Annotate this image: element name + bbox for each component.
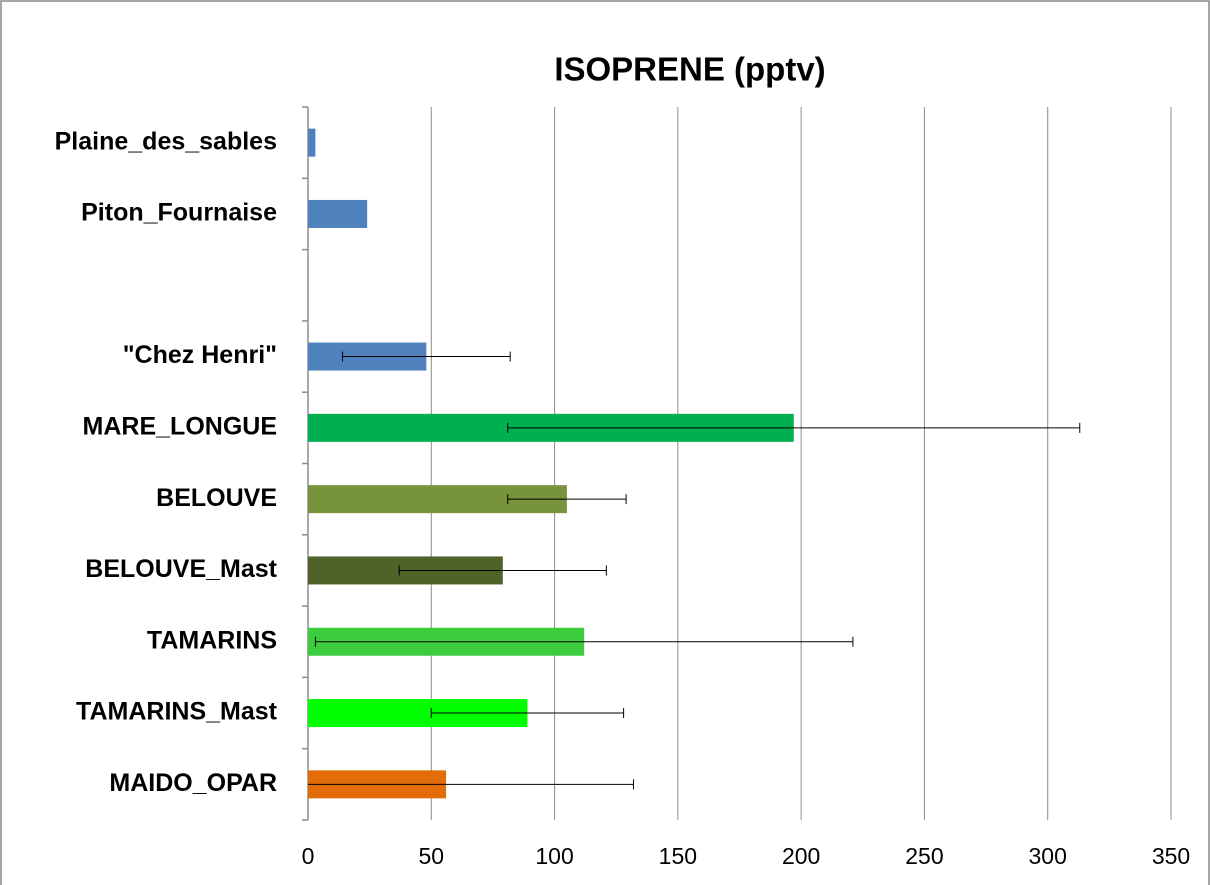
x-tick-label: 50	[418, 843, 444, 869]
error-bar	[398, 565, 607, 576]
x-tick-label: 250	[905, 843, 943, 869]
y-tick-label: BELOUVE	[156, 484, 277, 512]
bar	[308, 199, 368, 228]
error-bar	[342, 351, 511, 362]
x-tick-label: 300	[1029, 843, 1067, 869]
y-tick-label: MARE_LONGUE	[83, 412, 277, 440]
error-bar	[314, 636, 854, 647]
x-tick-label: 100	[535, 843, 573, 869]
y-tick-label: TAMARINS_Mast	[76, 698, 278, 726]
chart-title: ISOPRENE (pptv)	[554, 51, 825, 88]
y-tick-label: Plaine_des_sables	[55, 127, 277, 155]
error-bar	[430, 708, 625, 719]
x-tick-label: 200	[782, 843, 820, 869]
error-bar	[507, 494, 627, 505]
y-tick-label: BELOUVE_Mast	[85, 555, 277, 583]
x-tick-label: 350	[1152, 843, 1190, 869]
x-tick-label: 0	[302, 843, 315, 869]
y-tick-label: TAMARINS	[147, 626, 277, 654]
bar	[308, 128, 316, 157]
y-tick-label: "Chez Henri"	[123, 341, 277, 369]
y-tick-label: MAIDO_OPAR	[109, 769, 277, 797]
x-tick-label: 150	[659, 843, 697, 869]
error-bar	[507, 422, 1081, 433]
plot-area	[308, 128, 1081, 799]
error-bar	[308, 779, 634, 790]
y-tick-label: Piton_Fournaise	[81, 199, 277, 227]
